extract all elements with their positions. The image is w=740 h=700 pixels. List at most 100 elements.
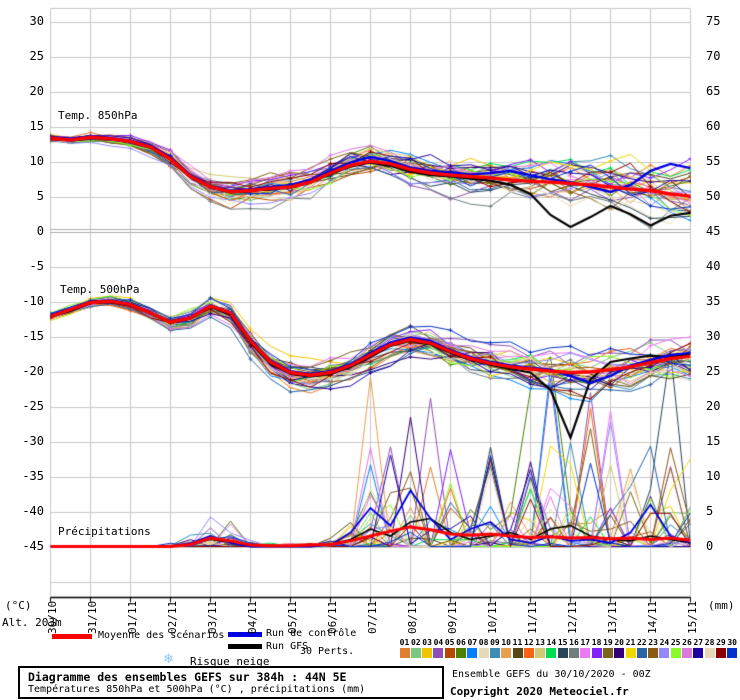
pert-swatch xyxy=(602,648,613,658)
pert-swatch xyxy=(727,648,738,658)
x-axis-date-label: 31/10 xyxy=(86,600,99,634)
y-axis-tick-right: 45 xyxy=(706,224,721,238)
legend-control-label: Run de contrôle xyxy=(266,628,357,639)
pert-number: 01 xyxy=(399,638,410,647)
title-box: Diagramme des ensembles GEFS sur 384h : … xyxy=(18,666,444,699)
legend-gfs-label: Run GFS xyxy=(266,641,309,652)
pert-swatch xyxy=(410,648,421,658)
y-axis-tick-left: -40 xyxy=(22,504,44,518)
x-axis-date-label: 14/11 xyxy=(646,600,659,634)
y-axis-tick-left: -10 xyxy=(22,294,44,308)
pert-number: 13 xyxy=(535,638,545,647)
pert-number: 27 xyxy=(693,638,704,647)
pert-swatch xyxy=(523,648,534,658)
pert-number: 22 xyxy=(636,638,647,647)
y-axis-tick-left: -35 xyxy=(22,469,44,483)
pert-swatch xyxy=(614,648,625,658)
snowflake-icon: ❄ xyxy=(163,652,174,667)
pert-swatch xyxy=(715,648,726,658)
pert-number: 06 xyxy=(456,638,466,647)
y-axis-tick-right: 5 xyxy=(706,504,714,518)
y-axis-tick-left: -45 xyxy=(22,539,44,553)
x-axis-date-label: 11/11 xyxy=(526,600,539,634)
y-axis-tick-right: 0 xyxy=(706,539,714,553)
y-axis-tick-right: 55 xyxy=(706,154,721,168)
pert-number: 20 xyxy=(614,638,624,647)
pert-swatch xyxy=(478,648,489,658)
y-axis-tick-left: 25 xyxy=(29,49,44,63)
pert-number: 25 xyxy=(670,638,681,647)
pert-number: 03 xyxy=(422,638,432,647)
pert-swatch xyxy=(467,648,478,658)
y-axis-tick-right: 60 xyxy=(706,119,721,133)
x-axis-date-label: 13/11 xyxy=(606,600,619,634)
pert-number: 07 xyxy=(467,638,478,647)
pert-number: 29 xyxy=(716,638,726,647)
pert-number: 17 xyxy=(580,638,591,647)
x-axis-date-label: 07/11 xyxy=(366,600,379,634)
pert-swatch xyxy=(569,648,579,658)
pert-swatch xyxy=(444,648,455,658)
x-axis-date-label: 02/11 xyxy=(166,600,179,634)
pert-number: 10 xyxy=(501,638,511,647)
pert-number: 04 xyxy=(433,638,444,647)
pert-swatch xyxy=(489,648,500,658)
pert-swatch xyxy=(501,648,512,658)
pert-swatch xyxy=(422,648,433,658)
pert-swatch xyxy=(704,648,715,658)
x-axis-date-label: 09/11 xyxy=(446,600,459,634)
pert-number: 16 xyxy=(569,638,579,647)
x-axis-date-label: 10/11 xyxy=(486,600,499,634)
y-axis-tick-right: 40 xyxy=(706,259,721,273)
temp-500-label: Temp. 500hPa xyxy=(60,283,140,296)
copyright-label: Copyright 2020 Meteociel.fr xyxy=(450,685,629,698)
pert-swatch xyxy=(433,648,444,658)
pert-number: 05 xyxy=(444,638,455,647)
y-axis-tick-left: 5 xyxy=(36,189,44,203)
diagram-title: Diagramme des ensembles GEFS sur 384h : … xyxy=(28,670,347,684)
pert-swatch xyxy=(456,648,466,658)
pert-number: 23 xyxy=(648,638,658,647)
pert-swatch xyxy=(693,648,704,658)
y-axis-tick-left: 10 xyxy=(29,154,44,168)
x-axis-date-label: 05/11 xyxy=(286,600,299,634)
x-axis-date-label: 08/11 xyxy=(406,600,419,634)
pert-swatch xyxy=(512,648,523,658)
legend-control-swatch xyxy=(228,632,262,637)
y-axis-tick-right: 75 xyxy=(706,14,721,28)
pert-number: 02 xyxy=(410,638,421,647)
pert-number: 28 xyxy=(704,638,715,647)
pert-number: 14 xyxy=(546,638,557,647)
y-axis-tick-right: 70 xyxy=(706,49,721,63)
pert-number: 11 xyxy=(512,638,523,647)
pert-swatch xyxy=(659,648,670,658)
x-axis-date-label: 06/11 xyxy=(326,600,339,634)
y-axis-tick-left: 15 xyxy=(29,119,44,133)
y-axis-tick-right: 10 xyxy=(706,469,721,483)
x-axis-date-label: 01/11 xyxy=(126,600,139,634)
pert-swatch xyxy=(546,648,557,658)
y-axis-tick-left: -15 xyxy=(22,329,44,343)
left-axis-unit-label: (°C) xyxy=(5,599,32,612)
pert-number: 19 xyxy=(603,638,613,647)
pert-number: 21 xyxy=(625,638,636,647)
pert-number: 26 xyxy=(682,638,692,647)
y-axis-tick-left: 30 xyxy=(29,14,44,28)
y-axis-tick-left: -30 xyxy=(22,434,44,448)
pert-swatch xyxy=(648,648,659,658)
pert-number: 09 xyxy=(490,638,500,647)
y-axis-tick-left: 20 xyxy=(29,84,44,98)
legend-mean-label: Moyenne des scénarios xyxy=(98,630,225,641)
x-axis-date-label: 04/11 xyxy=(246,600,259,634)
pert-number: 08 xyxy=(478,638,489,647)
y-axis-tick-right: 20 xyxy=(706,399,721,413)
y-axis-tick-left: -25 xyxy=(22,399,44,413)
pert-swatch xyxy=(557,648,568,658)
pert-swatch xyxy=(580,648,591,658)
right-axis-unit-label: (mm) xyxy=(708,599,735,612)
y-axis-tick-left: 0 xyxy=(36,224,44,238)
legend-mean-swatch xyxy=(52,634,92,639)
pert-number: 12 xyxy=(523,638,534,647)
x-axis-date-label: 03/11 xyxy=(206,600,219,634)
legend-perts-label: 30 Perts. xyxy=(300,646,355,657)
